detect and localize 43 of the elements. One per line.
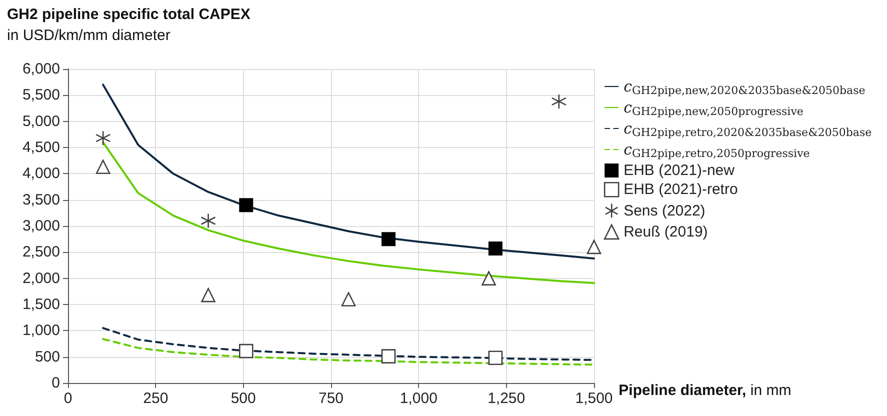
legend-label: EHB (2021)-new: [624, 162, 735, 179]
line-series: [102, 141, 595, 284]
y-tick-label: 3,000: [22, 218, 60, 234]
y-tick-label: 500: [34, 348, 60, 366]
point: [381, 349, 396, 364]
y-tick-label: 1,500: [22, 296, 60, 313]
line-series: [102, 338, 595, 366]
y-tick-label: 2,000: [22, 270, 60, 287]
point: [239, 198, 254, 212]
point: [382, 232, 396, 246]
y-tick-label: 3,500: [22, 191, 60, 208]
x-axis-title: Pipeline diameter, in mm: [618, 382, 792, 399]
legend-label: Reuß (2019): [624, 223, 708, 240]
y-tick-label: 5,500: [22, 86, 60, 104]
y-tick-label: 5,000: [22, 112, 60, 130]
y-tick-label: 1,000: [22, 322, 60, 340]
y-tick-label: 6,000: [22, 60, 60, 78]
chart-subtitle: in USD/km/mm diameter: [7, 27, 170, 44]
y-tick-label: 2,500: [22, 244, 60, 261]
x-tick-label: 1,250: [488, 390, 526, 407]
y-tick-label: 4,500: [22, 139, 60, 156]
y-tick-label: 4,000: [22, 165, 60, 182]
x-tick-label: 250: [143, 390, 168, 407]
point: [482, 271, 496, 286]
point: [95, 130, 111, 146]
point: [488, 242, 502, 256]
legend-label: EHB (2021)-retro: [624, 181, 738, 198]
point: [586, 240, 602, 254]
point: [201, 288, 216, 302]
point: [238, 344, 254, 358]
point: [488, 350, 503, 366]
point: [551, 94, 567, 110]
x-tick-label: 1,500: [575, 390, 613, 407]
point: [341, 292, 356, 306]
x-tick-label: 1,000: [400, 390, 438, 407]
x-tick-label: 750: [318, 390, 344, 407]
y-tick-label: 0: [52, 374, 60, 392]
line-series: [102, 84, 595, 260]
point: [200, 213, 216, 228]
x-tick-label: 500: [230, 390, 256, 407]
x-tick-label: 0: [64, 390, 72, 407]
legend-label: Sens (2022): [624, 202, 706, 220]
chart-title: GH2 pipeline specific total CAPEX: [7, 6, 250, 23]
